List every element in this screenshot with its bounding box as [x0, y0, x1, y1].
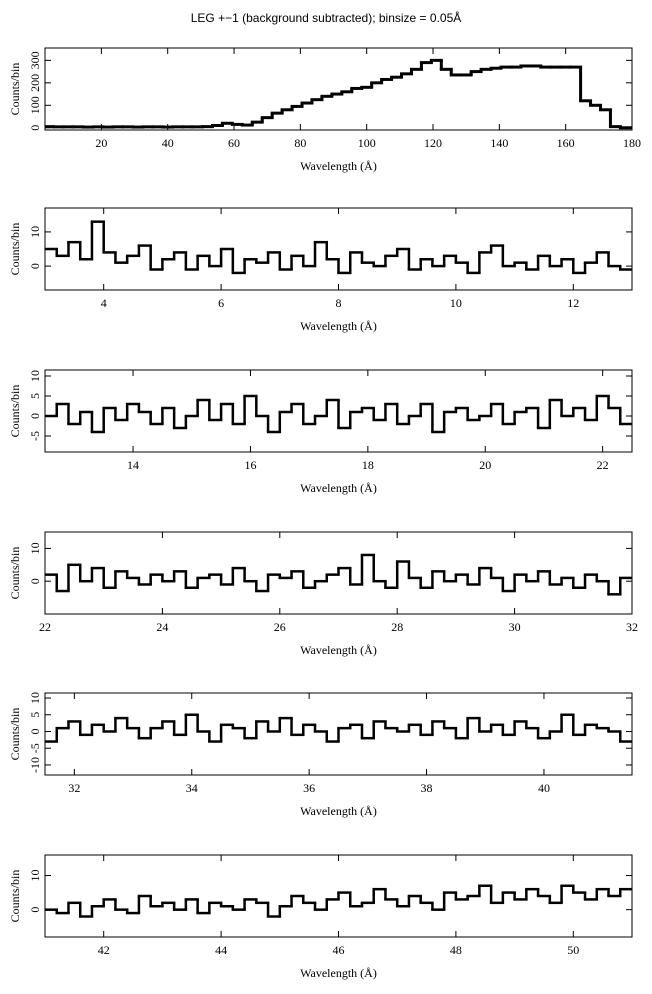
- y-tick-label: -5: [28, 431, 42, 441]
- x-tick-label: 44: [215, 943, 227, 957]
- frame: [44, 47, 633, 131]
- step-connector: [55, 714, 622, 742]
- y-axis-label: Counts/bin: [8, 385, 22, 438]
- step-connector: [55, 221, 622, 273]
- x-tick-label: 12: [567, 296, 579, 310]
- x-tick-label: 38: [421, 781, 433, 795]
- x-tick-label: 24: [156, 620, 168, 634]
- plot-area: [45, 553, 632, 596]
- plot-area: [45, 220, 632, 275]
- x-tick-label: 20: [95, 136, 107, 150]
- x-axis-label: Wavelength (Å): [300, 643, 377, 657]
- frame: [44, 207, 633, 291]
- x-tick-label: 10: [450, 296, 462, 310]
- y-axis-label: Counts/bin: [8, 547, 22, 600]
- x-tick-label: 180: [623, 136, 641, 150]
- y-tick-label: 0: [28, 578, 42, 584]
- y-tick-label: 5: [28, 712, 42, 718]
- y-tick-label: 200: [28, 74, 42, 92]
- x-tick-label: 16: [244, 458, 256, 472]
- chart-title: LEG +−1 (background subtracted); binsize…: [191, 10, 462, 25]
- y-tick-label: -5: [28, 743, 42, 753]
- x-tick-label: 140: [490, 136, 508, 150]
- x-axis-label: Wavelength (Å): [300, 319, 377, 333]
- x-tick-label: 28: [391, 620, 403, 634]
- y-tick-label: 10: [28, 542, 42, 554]
- y-tick-label: 10: [28, 370, 42, 382]
- y-tick-label: 0: [28, 907, 42, 913]
- y-tick-label: 0: [28, 125, 42, 131]
- plot-area: [45, 713, 632, 743]
- x-tick-label: 40: [538, 781, 550, 795]
- x-tick-label: 22: [597, 458, 609, 472]
- x-tick-label: 60: [228, 136, 240, 150]
- x-tick-label: 48: [450, 943, 462, 957]
- plot-area: [45, 58, 632, 130]
- x-tick-label: 160: [557, 136, 575, 150]
- x-tick-label: 32: [68, 781, 80, 795]
- x-tick-label: 6: [218, 296, 224, 310]
- x-tick-label: 120: [424, 136, 442, 150]
- y-tick-label: -10: [28, 757, 42, 773]
- y-tick-label: 10: [28, 692, 42, 704]
- x-tick-label: 22: [39, 620, 51, 634]
- y-axis-label: Counts/bin: [8, 870, 22, 923]
- y-axis-label: Counts/bin: [8, 223, 22, 276]
- x-tick-label: 46: [333, 943, 345, 957]
- x-tick-label: 18: [362, 458, 374, 472]
- step-connector: [55, 885, 622, 917]
- y-tick-label: 100: [28, 96, 42, 114]
- y-tick-label: 0: [28, 263, 42, 269]
- plot-area: [45, 884, 632, 918]
- y-tick-label: 10: [28, 226, 42, 238]
- y-tick-label: 5: [28, 393, 42, 399]
- x-tick-label: 14: [127, 458, 139, 472]
- y-tick-label: 300: [28, 51, 42, 69]
- x-axis-label: Wavelength (Å): [300, 481, 377, 495]
- x-axis-label: Wavelength (Å): [300, 966, 377, 980]
- x-axis-label: Wavelength (Å): [300, 804, 377, 818]
- x-tick-label: 36: [303, 781, 315, 795]
- plot-area: [45, 394, 632, 434]
- frame: [44, 531, 633, 615]
- x-axis-label: Wavelength (Å): [300, 159, 377, 173]
- frame: [44, 692, 633, 776]
- x-tick-label: 4: [101, 296, 107, 310]
- x-tick-label: 34: [186, 781, 198, 795]
- x-tick-label: 20: [479, 458, 491, 472]
- x-tick-label: 100: [358, 136, 376, 150]
- y-axis-label: Counts/bin: [8, 63, 22, 116]
- x-tick-label: 80: [294, 136, 306, 150]
- y-tick-label: 0: [28, 728, 42, 734]
- frame: [44, 369, 633, 453]
- step-connector: [55, 396, 622, 432]
- y-axis-label: Counts/bin: [8, 708, 22, 761]
- x-tick-label: 32: [626, 620, 638, 634]
- x-tick-label: 26: [274, 620, 286, 634]
- x-tick-label: 30: [509, 620, 521, 634]
- x-tick-label: 8: [336, 296, 342, 310]
- x-tick-label: 50: [567, 943, 579, 957]
- x-tick-label: 40: [162, 136, 174, 150]
- step-connector: [55, 554, 622, 595]
- x-tick-label: 42: [98, 943, 110, 957]
- y-tick-label: 10: [28, 870, 42, 882]
- y-tick-label: 0: [28, 413, 42, 419]
